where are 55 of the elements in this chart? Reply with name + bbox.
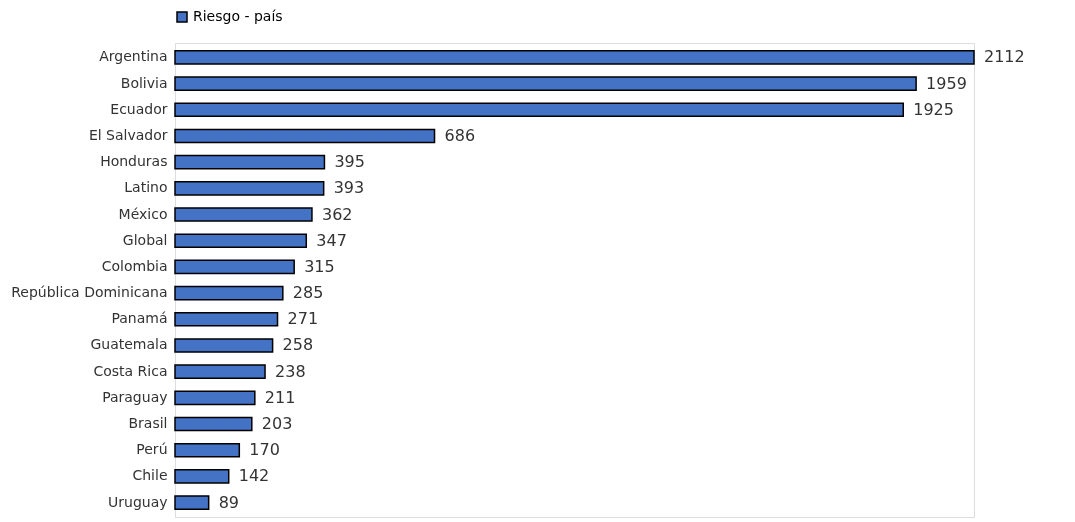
bar bbox=[174, 364, 266, 379]
bar bbox=[174, 469, 230, 484]
y-tick-label: Latino bbox=[124, 179, 168, 196]
y-tick-label: Chile bbox=[132, 467, 168, 484]
data-label: 211 bbox=[264, 387, 296, 407]
bar bbox=[174, 390, 256, 406]
y-tick-label: Ecuador bbox=[110, 100, 168, 117]
data-label: 1925 bbox=[913, 99, 954, 119]
data-label: 362 bbox=[321, 204, 353, 224]
data-label: 142 bbox=[238, 466, 270, 486]
y-tick-label: Colombia bbox=[101, 257, 168, 274]
bar bbox=[174, 76, 917, 91]
y-tick-label: Honduras bbox=[100, 153, 168, 170]
y-tick-label: El Salvador bbox=[88, 126, 168, 143]
data-label: 285 bbox=[292, 283, 324, 303]
y-tick-label: Guatemala bbox=[90, 336, 168, 353]
data-label: 89 bbox=[218, 492, 240, 512]
bar bbox=[174, 495, 210, 510]
bar bbox=[174, 338, 274, 353]
data-label: 395 bbox=[334, 152, 365, 172]
y-tick-label: Argentina bbox=[99, 48, 168, 65]
y-tick-label: Perú bbox=[136, 441, 168, 458]
bar bbox=[174, 50, 975, 65]
bar bbox=[174, 442, 241, 458]
bar bbox=[174, 416, 253, 432]
data-label: 271 bbox=[287, 309, 319, 329]
legend-label: Riesgo - país bbox=[193, 8, 283, 24]
data-label: 686 bbox=[444, 125, 476, 145]
bar bbox=[174, 207, 313, 222]
data-label: 203 bbox=[261, 414, 293, 434]
bar bbox=[174, 311, 279, 327]
bar bbox=[174, 233, 308, 249]
y-tick-label: Paraguay bbox=[102, 388, 168, 405]
y-tick-label: Bolivia bbox=[120, 74, 168, 91]
data-label: 393 bbox=[333, 178, 365, 198]
y-tick-label: Costa Rica bbox=[93, 362, 168, 379]
data-label: 1959 bbox=[926, 73, 967, 93]
bar bbox=[174, 259, 295, 275]
bar bbox=[174, 102, 905, 118]
bar bbox=[174, 128, 436, 144]
data-label: 315 bbox=[304, 256, 335, 276]
data-label: 258 bbox=[282, 335, 314, 355]
y-tick-label: Brasil bbox=[128, 415, 168, 432]
data-label: 170 bbox=[249, 440, 280, 460]
y-tick-label: República Dominicana bbox=[11, 284, 168, 301]
y-tick-label: Panamá bbox=[111, 310, 168, 327]
data-label: 347 bbox=[316, 230, 347, 250]
y-tick-label: Uruguay bbox=[108, 493, 168, 510]
bar bbox=[174, 154, 326, 170]
y-tick-label: México bbox=[118, 205, 168, 222]
bar bbox=[174, 285, 284, 301]
data-label: 2112 bbox=[984, 47, 1025, 67]
data-label: 238 bbox=[275, 361, 306, 381]
bar bbox=[174, 181, 325, 196]
y-tick-label: Global bbox=[122, 231, 168, 248]
